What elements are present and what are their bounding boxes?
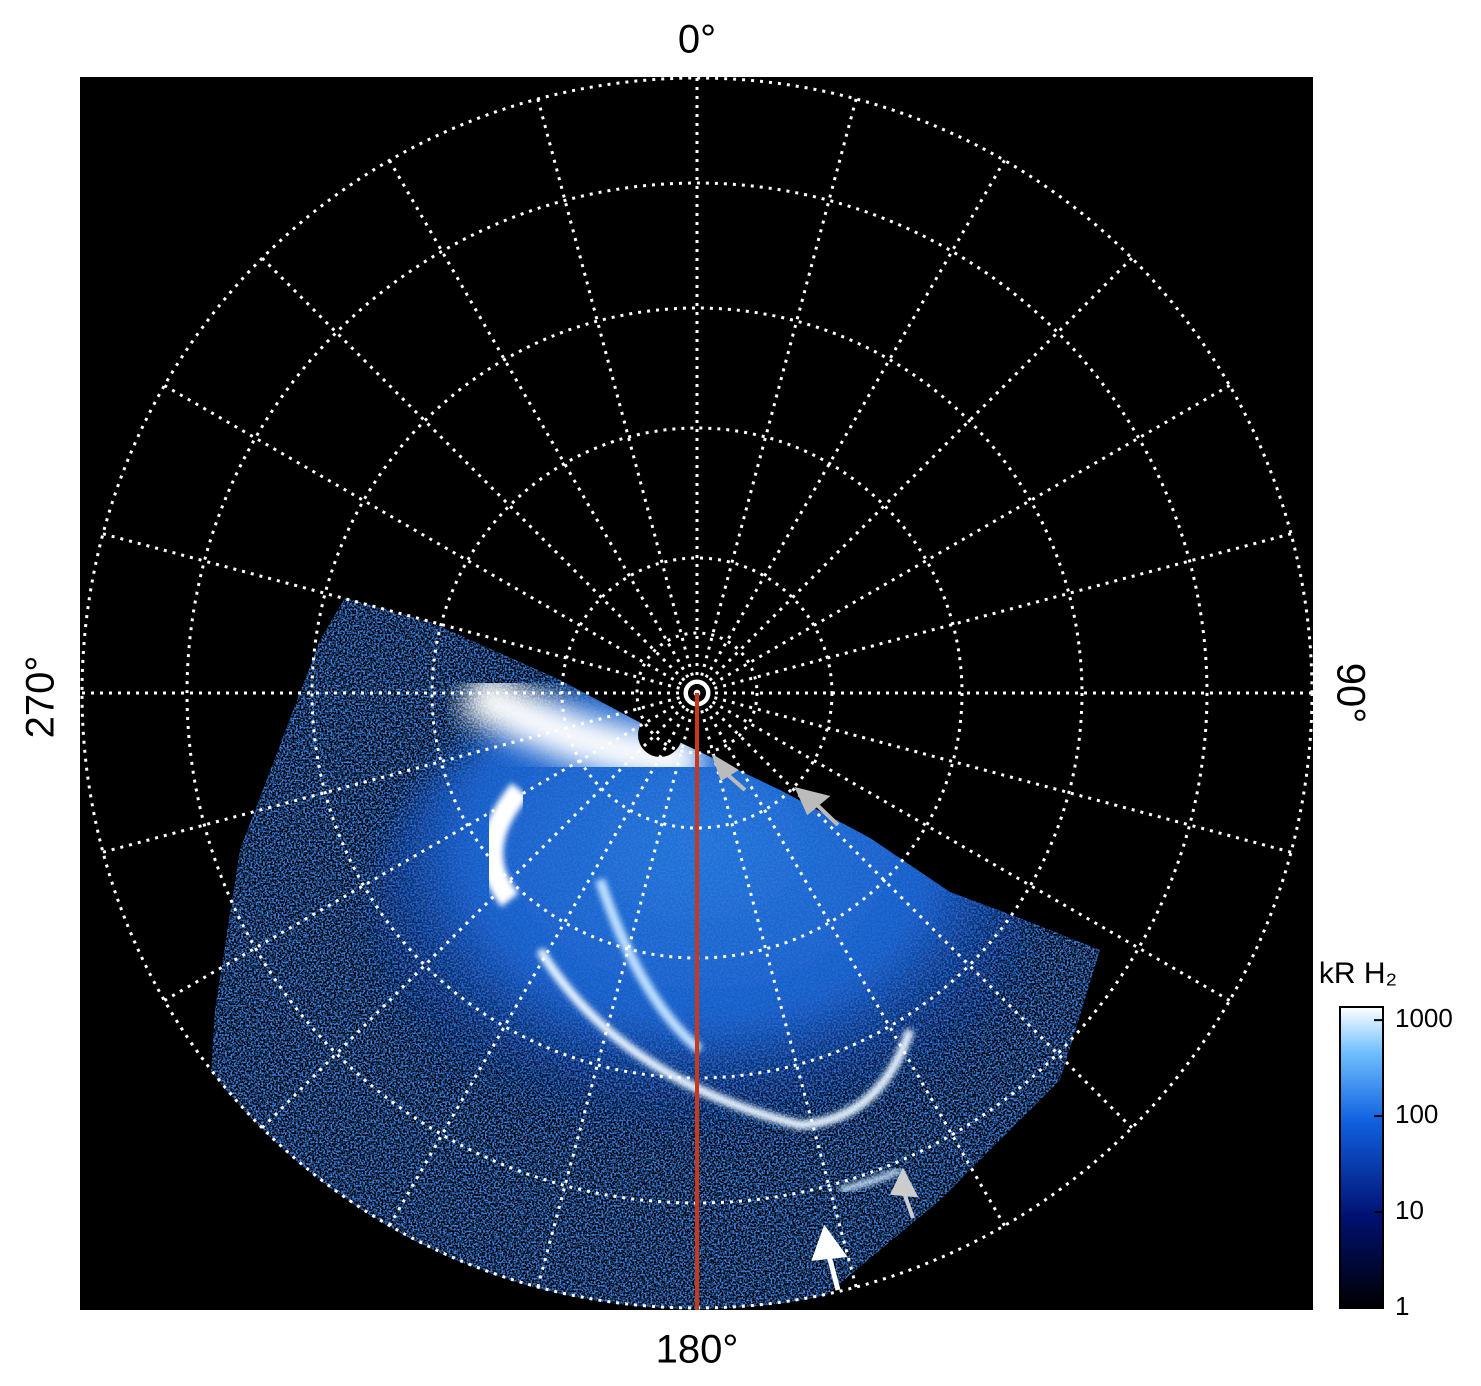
grid-spoke [696, 532, 1292, 695]
angle-label: 270° [19, 656, 63, 739]
colorbar-tick-label: 100 [1395, 1099, 1438, 1129]
colorbar-tick-label: 1 [1395, 1291, 1409, 1321]
angle-label: 180° [656, 1328, 739, 1372]
grid-spoke [696, 384, 1231, 695]
grid-spoke [695, 692, 1006, 1227]
grid-spoke [261, 691, 699, 1129]
colorbar [1339, 1006, 1384, 1309]
grid-circle [635, 631, 759, 755]
grid-spoke [388, 159, 699, 694]
grid-spoke [102, 532, 698, 695]
colorbar-tick-label: 10 [1395, 1195, 1424, 1225]
grid-spoke [695, 257, 1133, 695]
grid-spoke [163, 691, 698, 1002]
grid-spoke [696, 691, 1231, 1002]
grid-spoke [536, 98, 699, 694]
angle-label: 90° [1328, 663, 1372, 724]
grid-spoke [388, 692, 699, 1227]
grid-spoke [163, 384, 698, 695]
arrows [711, 753, 919, 1291]
grid-spoke [261, 257, 699, 695]
angle-label: 0° [678, 18, 716, 62]
grid-spoke [695, 98, 858, 694]
grid-spoke [102, 691, 698, 854]
grid-spoke [536, 692, 699, 1288]
grid-spoke [695, 691, 1133, 1129]
grid-spoke [695, 692, 858, 1288]
grid-spoke [696, 691, 1292, 854]
colorbar-label: kR H₂ [1319, 957, 1397, 990]
colorbar-tick-label: 1000 [1395, 1003, 1453, 1033]
grid-spoke [695, 159, 1006, 694]
